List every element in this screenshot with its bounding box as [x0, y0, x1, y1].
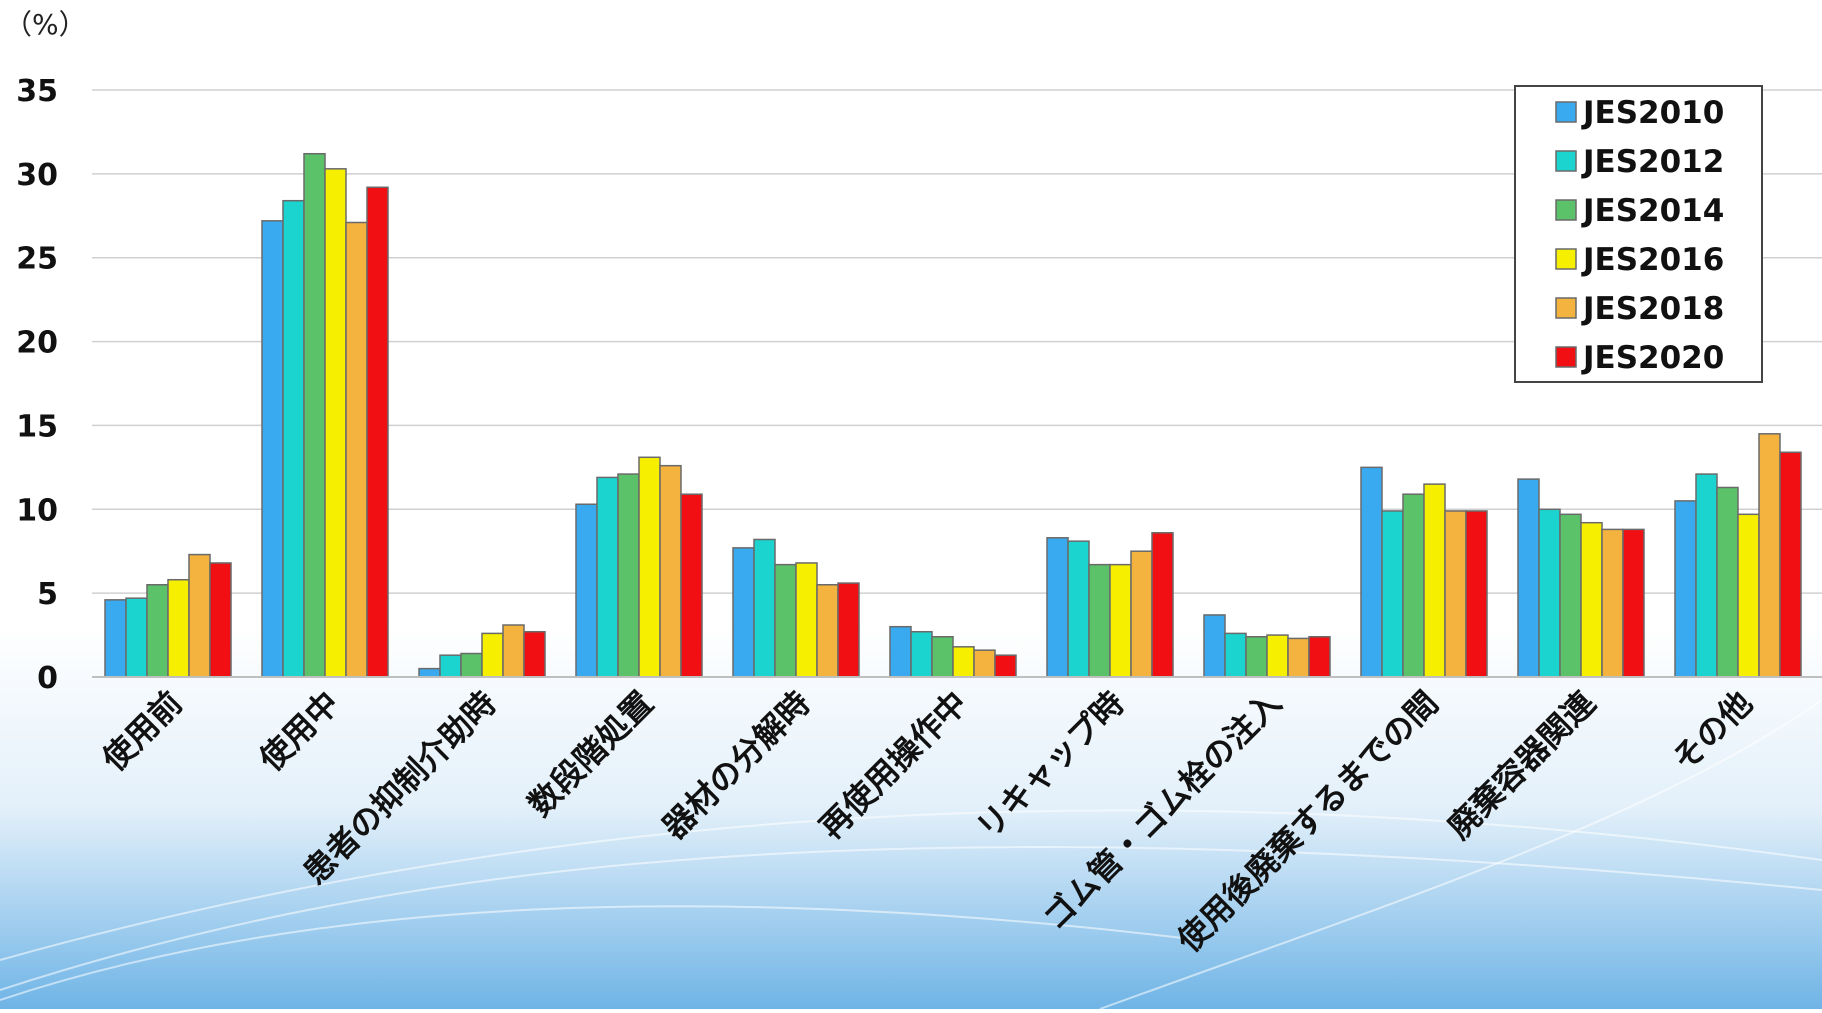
bar-jes2012-2: [439, 654, 462, 678]
y-tick-label: 10: [16, 493, 58, 528]
bar-jes2014-6: [1088, 563, 1111, 678]
y-tick-label: 30: [16, 158, 58, 193]
bar-jes2018-6: [1130, 550, 1153, 678]
bar-jes2020-0: [209, 562, 232, 678]
bar-jes2016-2: [481, 632, 504, 678]
legend-label: JES2012: [1581, 144, 1724, 180]
bar-jes2014-10: [1716, 486, 1739, 678]
legend-swatch-jes2018: [1555, 297, 1577, 319]
bar-jes2012-6: [1067, 540, 1090, 678]
bar-jes2018-10: [1758, 433, 1781, 678]
bar-jes2010-10: [1674, 500, 1697, 678]
bar-jes2012-7: [1224, 632, 1247, 678]
y-tick-label: 35: [16, 74, 58, 109]
y-tick-label: 15: [16, 409, 58, 444]
bar-jes2018-4: [816, 584, 839, 678]
bar-jes2014-5: [931, 635, 954, 678]
bar-jes2010-2: [418, 667, 441, 678]
y-axis-ticks: 0 5 10 15 20 25 30 35: [16, 74, 58, 696]
bar-jes2012-9: [1538, 508, 1561, 678]
legend-label: JES2014: [1581, 193, 1724, 229]
bar-jes2020-1: [366, 186, 389, 678]
bar-jes2012-5: [910, 630, 933, 678]
y-tick-label: 0: [37, 661, 58, 696]
bar-jes2014-4: [774, 563, 797, 678]
bar-jes2016-4: [795, 562, 818, 678]
y-tick-label: 5: [37, 577, 58, 612]
bar-jes2014-0: [146, 584, 169, 678]
bar-jes2020-7: [1308, 635, 1331, 678]
bar-jes2014-9: [1559, 513, 1582, 678]
y-tick-label: 25: [16, 242, 58, 277]
bar-jes2016-6: [1109, 563, 1132, 678]
legend-swatch-jes2012: [1555, 150, 1577, 172]
bar-jes2010-8: [1360, 466, 1383, 678]
bar-jes2012-8: [1381, 510, 1404, 678]
bar-jes2018-2: [502, 624, 525, 678]
bar-jes2016-7: [1266, 634, 1289, 678]
legend-swatch-jes2010: [1555, 101, 1577, 123]
bar-jes2014-1: [303, 152, 326, 678]
bar-jes2018-8: [1444, 510, 1467, 678]
bar-jes2018-5: [973, 649, 996, 678]
bar-jes2016-0: [167, 578, 190, 678]
bar-jes2014-7: [1245, 635, 1268, 678]
bar-jes2020-2: [523, 630, 546, 678]
bar-jes2010-6: [1046, 537, 1069, 678]
bar-jes2010-5: [889, 625, 912, 678]
legend-label: JES2018: [1581, 291, 1724, 327]
bar-jes2018-3: [659, 464, 682, 678]
bar-jes2014-3: [617, 473, 640, 678]
bar-jes2020-5: [994, 654, 1017, 678]
bar-jes2020-6: [1151, 532, 1174, 678]
bar-jes2020-8: [1465, 510, 1488, 678]
bar-jes2018-7: [1287, 637, 1310, 678]
legend-swatch-jes2020: [1555, 346, 1577, 368]
bar-jes2012-0: [125, 597, 148, 678]
legend-label: JES2020: [1581, 340, 1724, 376]
legend-box: [1514, 85, 1763, 383]
bar-jes2010-7: [1203, 614, 1226, 678]
decorative-swooshes: [0, 699, 1822, 1010]
bar-jes2012-3: [596, 476, 619, 678]
bar-jes2016-3: [638, 456, 661, 678]
bar-jes2016-1: [324, 168, 347, 678]
bar-jes2018-9: [1601, 528, 1624, 678]
legend-swatch-jes2016: [1555, 248, 1577, 270]
bar-jes2018-1: [345, 221, 368, 678]
bar-jes2016-5: [952, 646, 975, 678]
bar-jes2010-0: [104, 599, 127, 678]
bar-jes2020-10: [1779, 451, 1802, 678]
y-unit-label: （%）: [4, 8, 87, 41]
y-tick-label: 20: [16, 326, 58, 361]
legend-label: JES2010: [1581, 95, 1724, 131]
bars: [104, 152, 1802, 678]
bar-jes2010-3: [575, 503, 598, 678]
bar-jes2018-0: [188, 553, 211, 678]
bar-jes2010-4: [732, 547, 755, 678]
bar-jes2014-8: [1402, 493, 1425, 678]
legend-label: JES2016: [1581, 242, 1724, 278]
bar-jes2016-10: [1737, 513, 1760, 678]
bar-jes2010-1: [261, 220, 284, 678]
bar-jes2016-9: [1580, 521, 1603, 678]
bar-jes2012-10: [1695, 473, 1718, 678]
legend: JES2010 JES2012 JES2014 JES2016 JES2018 JES20…: [1514, 85, 1763, 383]
bar-jes2012-4: [753, 538, 776, 678]
bar-jes2016-8: [1423, 483, 1446, 678]
bar-jes2012-1: [282, 199, 305, 678]
bar-jes2020-9: [1622, 528, 1645, 678]
bar-jes2014-2: [460, 652, 483, 678]
legend-swatch-jes2014: [1555, 199, 1577, 221]
bar-jes2020-4: [837, 582, 860, 678]
bar-jes2020-3: [680, 493, 703, 678]
bar-jes2010-9: [1517, 478, 1540, 678]
